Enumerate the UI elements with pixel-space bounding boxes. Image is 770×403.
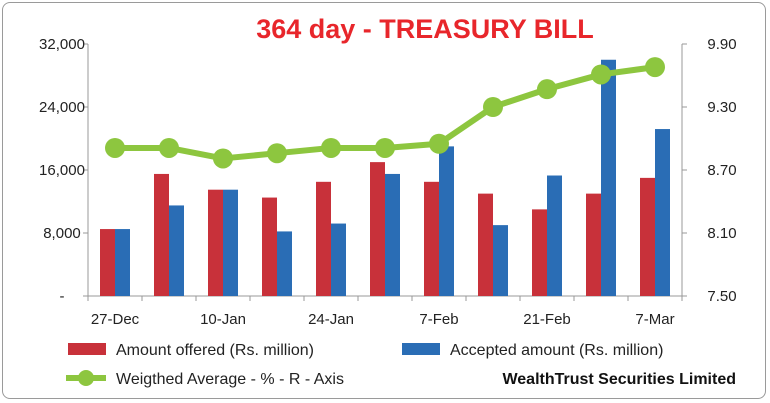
bar-accepted-amount [493, 225, 508, 296]
legend-swatch-offered [68, 343, 106, 355]
bar-accepted-amount [223, 189, 238, 296]
bar-amount-offered [370, 162, 385, 296]
bar-accepted-amount [655, 129, 670, 296]
bar-accepted-amount [331, 223, 346, 296]
weighted-average-point [483, 97, 503, 117]
x-tick-label: 27-Dec [91, 311, 140, 328]
x-tick-label: 24-Jan [308, 311, 354, 328]
bar-accepted-amount [601, 59, 616, 296]
x-tick-label: 10-Jan [200, 311, 246, 328]
weighted-average-line [105, 57, 665, 169]
legend-label-average: Weigthed Average - % - R - Axis [116, 371, 344, 388]
weighted-average-point [213, 148, 233, 169]
bar-accepted-amount [547, 175, 562, 296]
bar-amount-offered [154, 173, 169, 296]
chart-title: 364 day - TREASURY BILL [256, 14, 594, 44]
bar-accepted-amount [169, 205, 184, 296]
weighted-average-point [375, 137, 395, 158]
legend-swatch-marker [78, 370, 94, 386]
weighted-average-point [645, 57, 665, 78]
y-right-tick-label: 8.70 [707, 162, 736, 179]
legend-swatch-accepted [402, 343, 440, 355]
bars [100, 59, 670, 296]
y-right-tick-label: 9.30 [707, 99, 736, 116]
bar-amount-offered [316, 181, 331, 296]
bar-amount-offered [208, 189, 223, 296]
y-left-tick-label: - [60, 288, 65, 305]
bar-amount-offered [424, 181, 439, 296]
y-right-tick-label: 9.90 [707, 36, 736, 53]
y-left-tick-label: 16,000 [39, 162, 85, 179]
x-tick-label: 7-Feb [419, 311, 458, 328]
y-right-tick-label: 8.10 [707, 225, 736, 242]
y-right-tick-label: 7.50 [707, 288, 736, 305]
y-left-tick-label: 32,000 [39, 36, 85, 53]
y-left-tick-label: 8,000 [43, 225, 81, 242]
y-left-tick-label: 24,000 [39, 99, 85, 116]
bar-accepted-amount [115, 229, 130, 296]
bar-accepted-amount [385, 173, 400, 296]
weighted-average-point [591, 64, 611, 85]
legend-label-offered: Amount offered (Rs. million) [116, 342, 314, 359]
bar-accepted-amount [439, 146, 454, 296]
bar-amount-offered [478, 193, 493, 296]
weighted-average-point [105, 137, 125, 158]
bar-amount-offered [640, 177, 655, 296]
legend: Amount offered (Rs. million) Accepted amo… [66, 342, 663, 388]
bar-amount-offered [100, 229, 115, 296]
x-tick-label: 7-Mar [635, 311, 674, 328]
weighted-average-point [159, 137, 179, 158]
bar-amount-offered [586, 193, 601, 296]
axes: - 8,000 16,000 24,000 32,000 7.50 8.10 8.70 9.30… [39, 36, 737, 328]
bar-amount-offered [262, 197, 277, 296]
bar-amount-offered [532, 209, 547, 296]
brand-label: WealthTrust Securities Limited [502, 371, 736, 388]
weighted-average-point [429, 133, 449, 154]
weighted-average-point [267, 143, 287, 164]
weighted-average-point [537, 79, 557, 100]
weighted-average-point [321, 137, 341, 158]
legend-label-accepted: Accepted amount (Rs. million) [450, 342, 663, 359]
x-tick-label: 21-Feb [523, 311, 571, 328]
bar-accepted-amount [277, 231, 292, 296]
